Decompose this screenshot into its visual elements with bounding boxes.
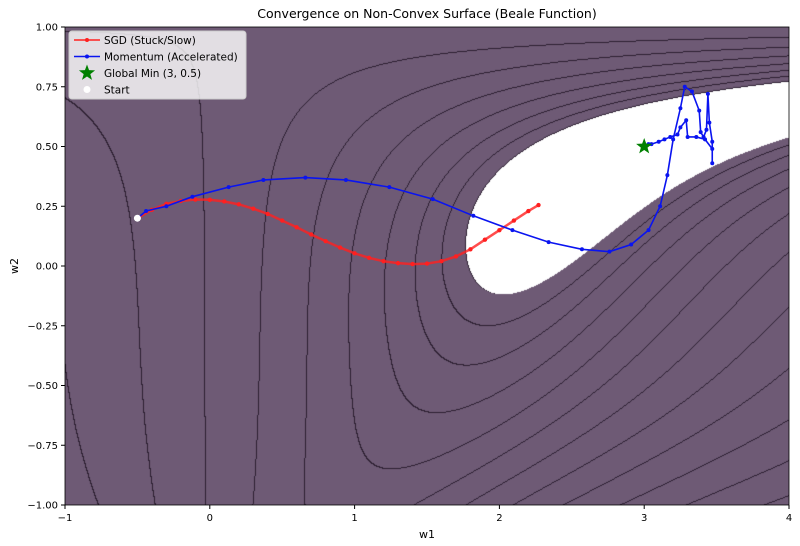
series-point — [207, 197, 212, 202]
series-point — [694, 134, 699, 139]
y-tick-label: −0.50 — [27, 381, 58, 392]
series-point — [190, 194, 195, 199]
series-point — [707, 120, 712, 125]
series-point — [705, 91, 710, 96]
x-tick-label: 1 — [351, 513, 357, 524]
series-point — [526, 208, 531, 214]
series-point — [164, 204, 169, 209]
series-point — [665, 173, 670, 178]
series-point — [226, 185, 231, 190]
series-point — [471, 213, 476, 218]
series-point — [684, 118, 689, 123]
series-point — [656, 139, 661, 144]
series-point — [430, 197, 435, 202]
legend-circle-icon — [83, 86, 91, 93]
series-point — [536, 202, 541, 208]
series-point — [510, 228, 515, 233]
series-point — [303, 175, 308, 180]
series-point — [710, 146, 715, 151]
series-point — [671, 137, 676, 142]
series-point — [366, 255, 372, 261]
y-tick-label: −0.25 — [27, 321, 58, 332]
series-point — [337, 245, 343, 250]
series-point — [251, 206, 256, 211]
x-tick-label: 3 — [641, 513, 647, 524]
series-point — [236, 202, 241, 207]
series-point — [410, 261, 415, 267]
legend-label: Global Min (3, 0.5) — [104, 68, 201, 80]
x-tick-label: 0 — [207, 513, 213, 524]
series-point — [387, 185, 392, 190]
legend-star-icon — [78, 64, 96, 80]
y-axis-label: w2 — [8, 258, 21, 274]
start-marker — [133, 214, 141, 222]
series-point — [698, 130, 703, 135]
global-min-star-marker — [636, 138, 653, 154]
y-tick-label: 0.50 — [36, 142, 58, 153]
x-tick-label: 2 — [496, 513, 502, 524]
chart-title: Convergence on Non-Convex Surface (Beale… — [257, 6, 596, 21]
series-point — [261, 177, 266, 182]
legend-label: Start — [104, 85, 130, 97]
y-tick-label: −0.75 — [27, 441, 58, 452]
y-tick-label: 0.25 — [36, 202, 58, 213]
plot-frame — [64, 26, 790, 506]
series-point — [682, 84, 687, 89]
series-point — [343, 177, 348, 182]
legend-point — [85, 38, 89, 42]
series-point — [710, 139, 715, 144]
y-tick-label: 0.00 — [36, 262, 58, 273]
series-point — [193, 197, 198, 202]
series-point — [482, 237, 488, 242]
y-tick-label: −1.00 — [27, 501, 58, 512]
series-point — [703, 137, 708, 142]
x-tick-label: 4 — [786, 513, 792, 524]
series-point — [646, 228, 651, 233]
series-point — [308, 232, 314, 237]
series-point — [658, 204, 663, 209]
series-point — [511, 218, 517, 223]
series-point — [439, 259, 444, 264]
series-point — [607, 249, 612, 254]
series-point — [381, 259, 386, 264]
series-point — [265, 211, 270, 217]
y-tick-label: 0.75 — [36, 82, 58, 93]
y-tick-label: 1.00 — [36, 23, 58, 34]
series-point — [685, 134, 690, 139]
series-point — [689, 89, 694, 94]
series-point — [424, 261, 430, 266]
series-point — [678, 125, 683, 130]
series-point — [144, 209, 149, 214]
series-point — [668, 134, 673, 139]
series-point — [697, 108, 702, 113]
series-line-momentum — [136, 85, 714, 253]
x-tick-label: −1 — [58, 513, 73, 524]
legend-label: SGD (Stuck/Slow) — [104, 35, 196, 47]
series-point — [546, 240, 551, 245]
series-point — [629, 242, 634, 247]
series-point — [497, 227, 502, 233]
legend-point — [85, 54, 89, 59]
x-axis-label: w1 — [419, 528, 435, 541]
series-point — [675, 132, 680, 137]
series-point — [352, 251, 357, 256]
series-point — [579, 247, 584, 252]
contour-background — [65, 27, 789, 505]
series-point — [662, 137, 667, 142]
series-point — [678, 106, 683, 111]
series-line-sgd — [136, 198, 540, 266]
series-point — [222, 199, 227, 204]
series-point — [323, 238, 328, 244]
legend-label: Momentum (Accelerated) — [104, 52, 238, 64]
series-point — [294, 225, 299, 230]
series-point — [468, 247, 473, 252]
series-point — [453, 254, 459, 259]
legend: SGD (Stuck/Slow) Momentum (Accelerated) Gl… — [68, 30, 247, 100]
series-point — [704, 127, 709, 132]
series-point — [395, 260, 401, 266]
series-point — [710, 161, 715, 166]
series-point — [280, 218, 285, 223]
